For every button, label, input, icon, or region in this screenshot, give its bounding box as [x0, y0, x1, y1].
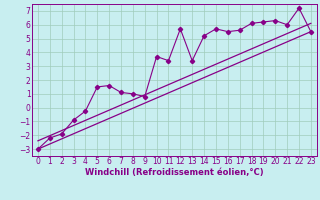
X-axis label: Windchill (Refroidissement éolien,°C): Windchill (Refroidissement éolien,°C) [85, 168, 264, 177]
